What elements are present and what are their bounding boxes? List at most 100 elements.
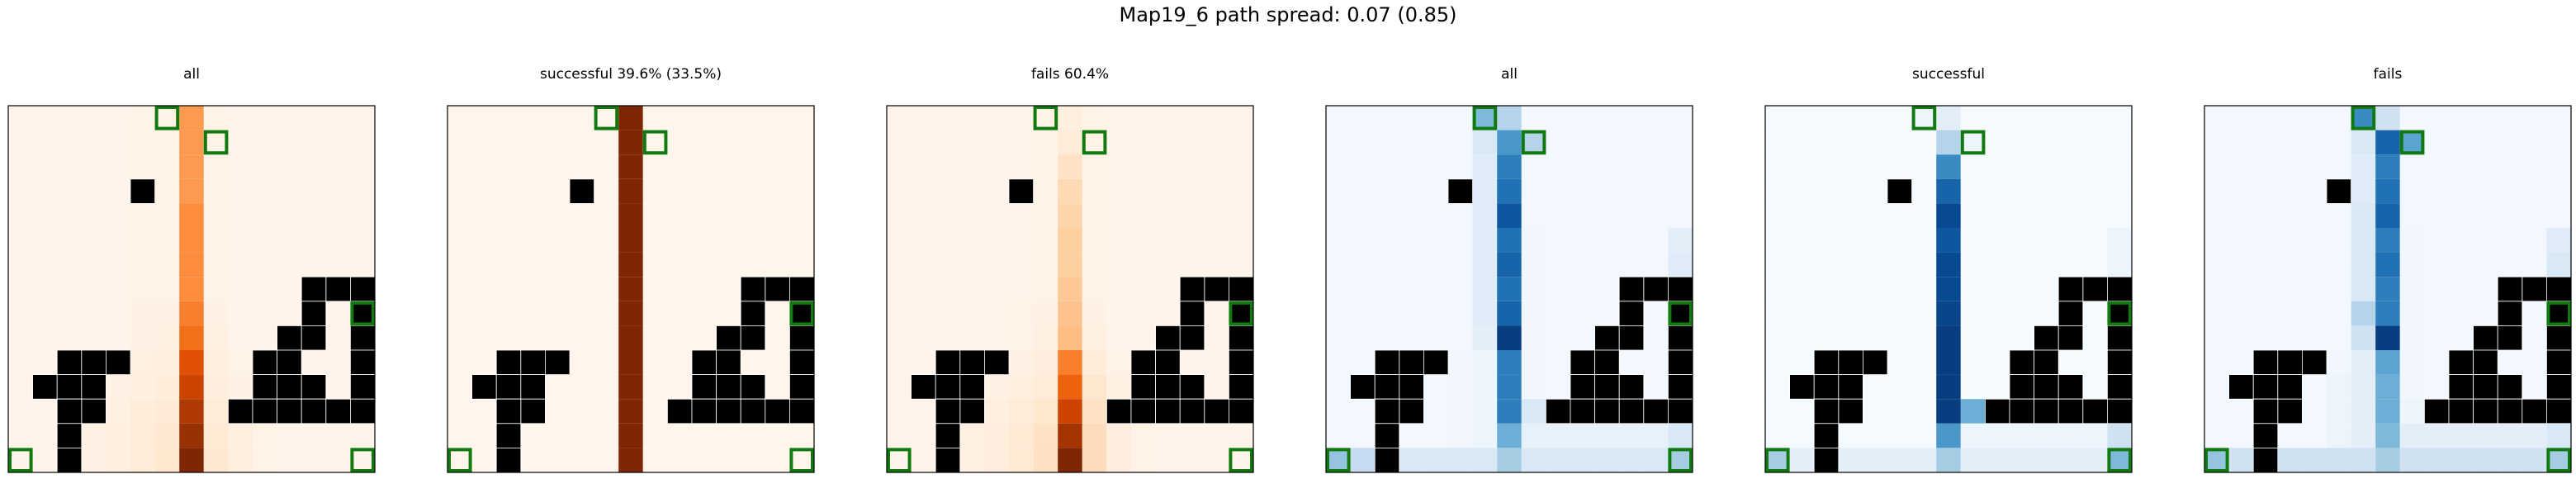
heatmap-cell <box>447 178 472 204</box>
heatmap-cell <box>1668 106 1693 130</box>
heatmap-cell <box>594 130 619 155</box>
heatmap-cell <box>959 277 985 301</box>
heatmap-cell <box>667 130 692 155</box>
wall-cell <box>1179 374 1205 400</box>
heatmap-cell <box>1643 130 1669 155</box>
wall-cell <box>935 374 961 400</box>
heatmap-cell <box>1887 448 1912 472</box>
heatmap-cell <box>1838 423 1863 448</box>
heatmap-cell <box>1838 277 1863 301</box>
heatmap-cell <box>2204 203 2229 228</box>
heatmap-cell <box>301 423 326 448</box>
heatmap-cell <box>887 301 912 326</box>
wall-cell <box>1423 349 1449 376</box>
heatmap-cell <box>1960 106 1986 130</box>
heatmap-cell <box>179 228 204 253</box>
heatmap-cell <box>1326 130 1351 155</box>
heatmap-cell <box>618 130 643 155</box>
heatmap-cell <box>716 178 741 204</box>
heatmap-cell <box>2058 350 2083 375</box>
heatmap-cell <box>325 325 351 350</box>
heatmap-cell <box>1594 228 1620 253</box>
heatmap-cell <box>1326 301 1351 326</box>
heatmap-cell <box>2473 301 2498 326</box>
heatmap-cell <box>1668 203 1693 228</box>
heatmap-cell <box>1058 228 1082 253</box>
heatmap-cell <box>1521 154 1546 179</box>
heatmap-cell <box>1911 374 1937 400</box>
heatmap-cell <box>2351 130 2376 155</box>
heatmap-cell <box>520 252 546 277</box>
heatmap-cell <box>887 228 912 253</box>
heatmap-cell <box>106 301 130 326</box>
heatmap-cell <box>277 448 302 472</box>
heatmap-cell <box>1155 130 1181 155</box>
heatmap-cell <box>984 277 1009 301</box>
heatmap-cell <box>1082 374 1107 400</box>
heatmap-cell <box>179 277 204 301</box>
heatmap-cell <box>887 374 912 400</box>
marker-square <box>1229 301 1254 326</box>
heatmap-cell <box>1448 228 1473 253</box>
wall-cell <box>1570 374 1596 400</box>
heatmap-cell <box>1838 203 1863 228</box>
heatmap-cell <box>8 203 33 228</box>
heatmap-cell <box>2399 350 2425 375</box>
heatmap-cell <box>594 325 619 350</box>
heatmap-cell <box>520 301 546 326</box>
heatmap-cell <box>1765 325 1790 350</box>
heatmap-cell <box>667 448 692 472</box>
heatmap-cell <box>2302 301 2327 326</box>
heatmap-cell <box>570 228 594 253</box>
heatmap-cell <box>618 203 643 228</box>
heatmap-cell <box>471 154 497 179</box>
heatmap-cell <box>1546 325 1570 350</box>
heatmap-cell <box>984 106 1009 130</box>
heatmap-cell <box>301 448 326 472</box>
heatmap-cell <box>1521 399 1546 424</box>
heatmap-cell <box>1887 130 1912 155</box>
wall-cell <box>2252 398 2279 424</box>
heatmap-cell <box>130 154 155 179</box>
heatmap-cell <box>1058 325 1082 350</box>
heatmap-cell <box>667 277 692 301</box>
heatmap-cell <box>2473 178 2498 204</box>
wall-cell <box>789 325 815 351</box>
wall-cell <box>2545 276 2572 302</box>
heatmap-cell <box>1668 228 1693 253</box>
heatmap-cell <box>1546 178 1570 204</box>
heatmap-cell <box>2375 301 2400 326</box>
heatmap-cell <box>447 448 472 472</box>
heatmap-cell <box>1789 350 1815 375</box>
heatmap-cell <box>447 325 472 350</box>
heatmap-cell <box>1521 374 1546 400</box>
heatmap-cell <box>1985 301 2010 326</box>
heatmap-cell <box>1570 106 1595 130</box>
heatmap-cell <box>203 374 229 400</box>
heatmap-cell <box>154 350 180 375</box>
heatmap-cell <box>1106 106 1131 130</box>
heatmap-cell <box>2546 178 2571 204</box>
wall-cell <box>740 276 766 302</box>
heatmap-cell <box>1131 130 1156 155</box>
heatmap-cell <box>2204 252 2229 277</box>
heatmap-cell <box>1960 228 1986 253</box>
heatmap-cell <box>570 350 594 375</box>
heatmap-cell <box>1497 374 1522 400</box>
heatmap-cell <box>1033 399 1058 424</box>
wall-cell <box>325 398 351 424</box>
heatmap-cell <box>2351 106 2376 130</box>
heatmap-cell <box>179 178 204 204</box>
heatmap-cell <box>1619 350 1644 375</box>
heatmap-cell <box>1668 130 1693 155</box>
heatmap-cell <box>1521 301 1546 326</box>
heatmap-cell <box>32 252 58 277</box>
heatmap-cell <box>1399 154 1424 179</box>
heatmap-cell <box>642 178 668 204</box>
wall-cell <box>1130 349 1157 376</box>
heatmap-cell <box>106 178 130 204</box>
heatmap-cell <box>642 301 668 326</box>
heatmap-cell <box>887 203 912 228</box>
heatmap-cell <box>2277 228 2303 253</box>
heatmap-cell <box>2424 203 2449 228</box>
